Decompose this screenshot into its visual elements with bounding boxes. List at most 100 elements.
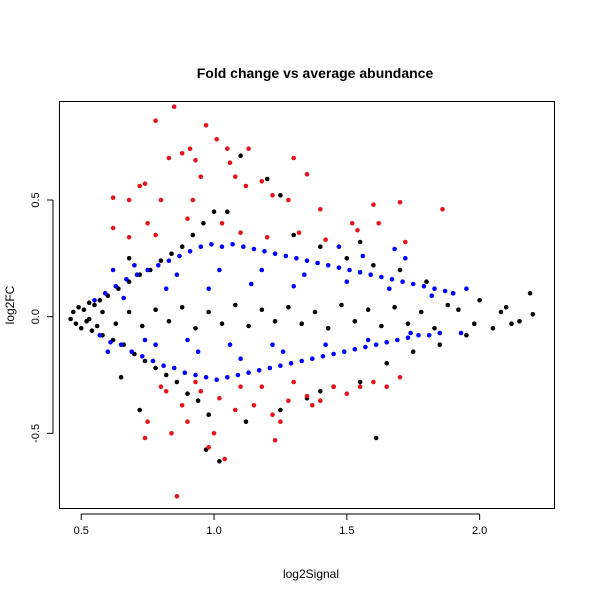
data-point bbox=[153, 118, 158, 123]
data-point bbox=[347, 267, 352, 273]
data-point bbox=[225, 146, 230, 151]
data-point bbox=[185, 391, 190, 397]
data-point bbox=[225, 375, 230, 380]
y-axis-label: log2FC bbox=[3, 285, 17, 324]
data-point bbox=[291, 379, 297, 385]
data-point bbox=[134, 272, 140, 278]
data-point bbox=[429, 293, 435, 299]
data-point bbox=[113, 321, 119, 327]
data-point bbox=[206, 412, 211, 418]
data-point bbox=[209, 242, 214, 247]
data-point bbox=[490, 326, 496, 331]
data-point bbox=[219, 244, 225, 249]
data-point bbox=[81, 307, 87, 313]
data-point bbox=[110, 225, 116, 231]
data-point bbox=[331, 384, 336, 390]
data-point bbox=[187, 146, 193, 151]
data-point bbox=[387, 286, 392, 292]
data-point bbox=[503, 305, 509, 310]
data-point bbox=[267, 365, 273, 371]
data-point bbox=[129, 349, 134, 355]
data-point bbox=[416, 333, 421, 338]
data-point bbox=[145, 419, 150, 425]
data-point bbox=[352, 347, 358, 352]
data-point bbox=[410, 281, 416, 287]
data-point bbox=[312, 309, 318, 315]
data-point bbox=[230, 242, 235, 247]
data-point bbox=[384, 361, 390, 366]
data-point bbox=[161, 363, 166, 369]
data-point bbox=[432, 326, 437, 331]
data-point bbox=[530, 312, 536, 317]
data-point bbox=[246, 370, 251, 376]
data-point bbox=[357, 384, 363, 390]
data-point bbox=[408, 330, 413, 336]
data-point bbox=[118, 342, 124, 348]
data-point bbox=[437, 342, 443, 348]
data-point bbox=[195, 398, 201, 404]
data-point bbox=[203, 123, 209, 128]
data-point bbox=[153, 365, 158, 371]
data-point bbox=[166, 319, 172, 324]
data-point bbox=[365, 307, 371, 313]
data-point bbox=[217, 459, 222, 464]
data-point bbox=[158, 197, 164, 203]
data-point bbox=[371, 202, 376, 207]
data-point bbox=[169, 251, 174, 256]
data-point bbox=[357, 379, 363, 385]
data-point bbox=[437, 330, 443, 336]
data-point bbox=[259, 307, 265, 313]
data-point bbox=[121, 295, 126, 301]
data-point bbox=[315, 260, 320, 266]
data-point bbox=[163, 372, 169, 378]
data-point bbox=[233, 302, 238, 308]
plot-frame bbox=[59, 101, 555, 509]
data-point bbox=[262, 249, 267, 254]
data-point bbox=[286, 197, 291, 203]
y-tick-label: 0.0 bbox=[30, 309, 42, 324]
data-point bbox=[458, 330, 464, 336]
data-point bbox=[373, 342, 379, 348]
data-point bbox=[190, 232, 196, 238]
data-point bbox=[286, 398, 291, 404]
data-point bbox=[286, 305, 291, 310]
data-point bbox=[73, 321, 79, 327]
data-point bbox=[344, 279, 350, 285]
data-point bbox=[270, 412, 275, 418]
data-point bbox=[219, 221, 225, 226]
data-point bbox=[272, 251, 278, 256]
x-tick-label: 2.0 bbox=[472, 525, 487, 537]
data-point bbox=[118, 375, 124, 380]
data-point bbox=[113, 284, 119, 289]
data-point bbox=[310, 356, 315, 362]
data-point bbox=[259, 179, 265, 184]
data-point bbox=[318, 244, 323, 249]
data-point bbox=[325, 263, 331, 268]
data-point bbox=[206, 309, 211, 315]
data-point bbox=[222, 456, 227, 462]
data-point bbox=[78, 326, 84, 331]
data-point bbox=[126, 255, 132, 261]
data-point bbox=[214, 377, 219, 383]
data-point bbox=[238, 153, 243, 158]
data-point bbox=[371, 263, 376, 268]
data-point bbox=[397, 375, 403, 380]
data-point bbox=[238, 384, 243, 390]
data-point bbox=[384, 384, 390, 390]
data-point bbox=[153, 307, 158, 313]
data-point bbox=[238, 230, 243, 235]
data-point bbox=[272, 319, 278, 324]
data-point bbox=[203, 375, 209, 380]
data-point bbox=[214, 137, 219, 142]
data-point bbox=[259, 384, 265, 390]
data-point bbox=[440, 207, 445, 212]
chart-title: Fold change vs average abundance bbox=[197, 65, 434, 81]
data-point bbox=[318, 389, 323, 394]
data-point bbox=[185, 216, 190, 221]
data-point bbox=[198, 244, 204, 249]
data-point bbox=[527, 291, 533, 296]
data-point bbox=[97, 333, 103, 338]
data-point bbox=[272, 438, 278, 443]
data-point bbox=[264, 235, 270, 240]
